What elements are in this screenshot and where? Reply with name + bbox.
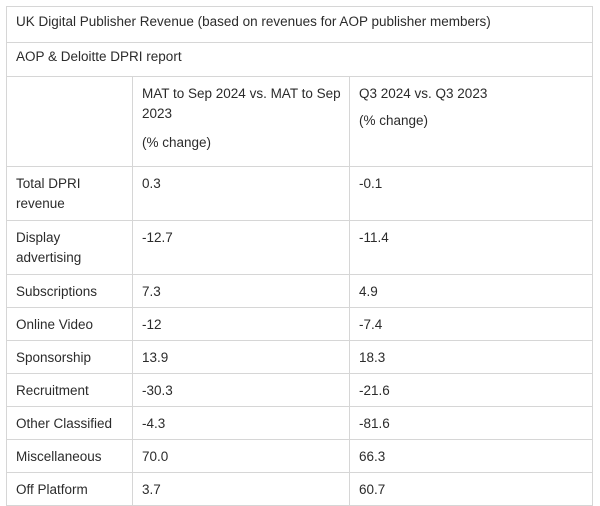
table-row: Recruitment -30.3 -21.6 <box>6 373 593 407</box>
table-row: Online Video -12 -7.4 <box>6 307 593 341</box>
header-q3: Q3 2024 vs. Q3 2023 (% change) <box>349 76 593 167</box>
row-label: Total DPRI revenue <box>6 166 133 221</box>
header-mat-unit: (% change) <box>142 135 212 150</box>
table-row: Off Platform 3.7 60.7 <box>6 472 593 506</box>
row-mat-value: 0.3 <box>132 166 350 221</box>
table-subtitle: AOP & Deloitte DPRI report <box>6 42 593 77</box>
header-mat-label: MAT to Sep 2024 vs. MAT to Sep 2023 <box>142 86 341 121</box>
row-q3-value: 60.7 <box>349 472 593 506</box>
row-label: Display advertising <box>6 220 133 275</box>
row-label: Sponsorship <box>6 340 133 374</box>
header-mat: MAT to Sep 2024 vs. MAT to Sep 2023 (% c… <box>132 76 350 167</box>
row-label: Off Platform <box>6 472 133 506</box>
row-mat-value: 70.0 <box>132 439 350 473</box>
subtitle-row: AOP & Deloitte DPRI report <box>6 42 593 77</box>
row-q3-value: 66.3 <box>349 439 593 473</box>
row-mat-value: -30.3 <box>132 373 350 407</box>
table-title: UK Digital Publisher Revenue (based on r… <box>6 6 593 43</box>
row-q3-value: -81.6 <box>349 406 593 440</box>
row-q3-value: -21.6 <box>349 373 593 407</box>
row-mat-value: -12.7 <box>132 220 350 275</box>
table-row: Other Classified -4.3 -81.6 <box>6 406 593 440</box>
header-q3-label: Q3 2024 vs. Q3 2023 <box>359 86 488 101</box>
table-row: Subscriptions 7.3 4.9 <box>6 274 593 308</box>
row-mat-value: 3.7 <box>132 472 350 506</box>
row-mat-value: 13.9 <box>132 340 350 374</box>
row-label: Miscellaneous <box>6 439 133 473</box>
header-row: MAT to Sep 2024 vs. MAT to Sep 2023 (% c… <box>6 76 593 167</box>
row-label: Other Classified <box>6 406 133 440</box>
revenue-table: UK Digital Publisher Revenue (based on r… <box>6 6 593 506</box>
row-label: Recruitment <box>6 373 133 407</box>
row-q3-value: 18.3 <box>349 340 593 374</box>
row-label: Online Video <box>6 307 133 341</box>
row-mat-value: -4.3 <box>132 406 350 440</box>
row-mat-value: -12 <box>132 307 350 341</box>
row-label: Subscriptions <box>6 274 133 308</box>
row-q3-value: -7.4 <box>349 307 593 341</box>
row-mat-value: 7.3 <box>132 274 350 308</box>
table-row: Total DPRI revenue 0.3 -0.1 <box>6 166 593 221</box>
row-q3-value: -11.4 <box>349 220 593 275</box>
row-q3-value: 4.9 <box>349 274 593 308</box>
table-row: Display advertising -12.7 -11.4 <box>6 220 593 275</box>
row-q3-value: -0.1 <box>349 166 593 221</box>
header-q3-unit: (% change) <box>359 113 429 128</box>
title-row: UK Digital Publisher Revenue (based on r… <box>6 6 593 43</box>
header-empty-cell <box>6 76 133 167</box>
table-row: Miscellaneous 70.0 66.3 <box>6 439 593 473</box>
table-row: Sponsorship 13.9 18.3 <box>6 340 593 374</box>
